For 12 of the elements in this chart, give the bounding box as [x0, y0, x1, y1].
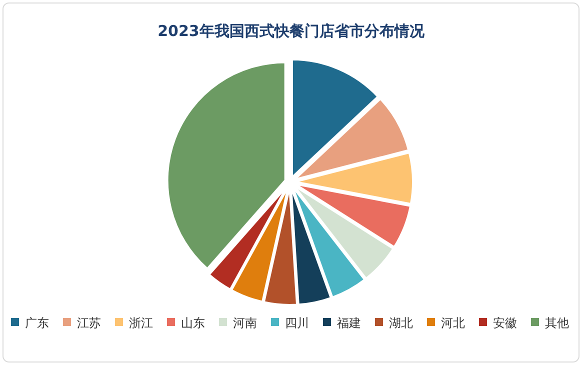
title: 2023年我国西式快餐门店省市分布情况: [158, 22, 424, 40]
legend-label: 其他: [545, 316, 569, 330]
legend-label: 湖北: [389, 316, 413, 330]
legend-label: 福建: [337, 316, 361, 330]
legend-label: 安徽: [493, 316, 517, 330]
legend-label: 山东: [181, 316, 205, 330]
legend-label: 河北: [441, 316, 465, 330]
legend-label: 广东: [25, 316, 49, 330]
legend-label: 四川: [285, 316, 309, 330]
legend-label: 河南: [233, 316, 257, 330]
legend-label: 江苏: [77, 316, 101, 330]
legend-label: 浙江: [129, 316, 153, 330]
